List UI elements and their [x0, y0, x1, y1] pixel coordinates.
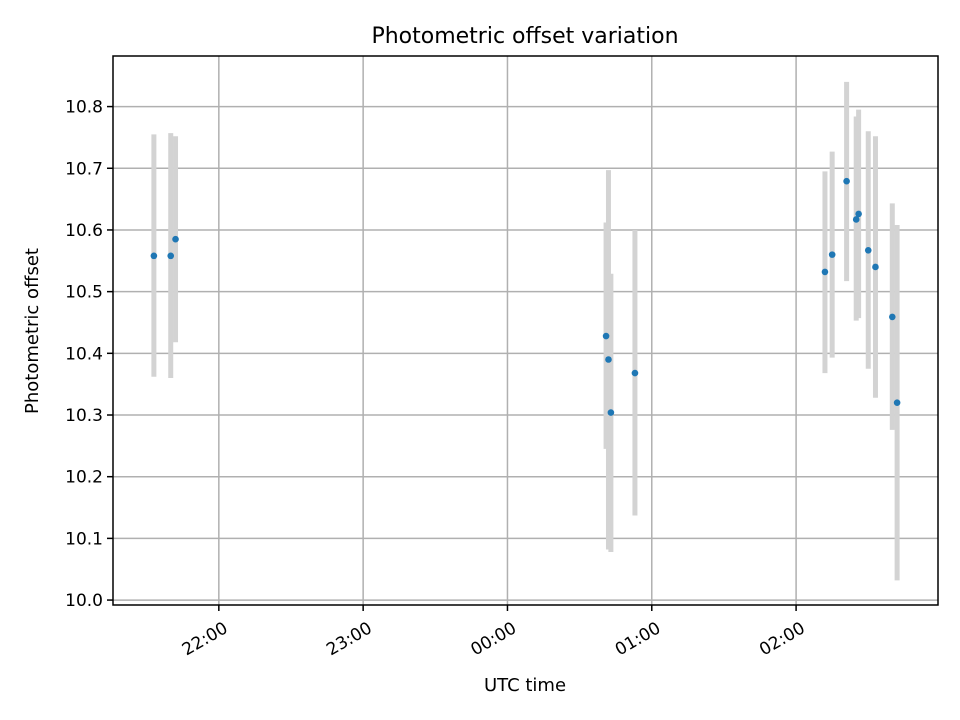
x-tick-label: 02:00 [756, 618, 808, 660]
data-point [172, 235, 179, 243]
data-point [893, 399, 901, 406]
data-point [828, 251, 836, 258]
y-tick-label: 10.6 [65, 221, 103, 241]
grid-layer [113, 56, 938, 605]
chart-title: Photometric offset variation [371, 24, 678, 49]
data-point [889, 313, 896, 321]
x-tick-label: 22:00 [179, 618, 231, 660]
data-point [605, 356, 612, 363]
data-point [150, 252, 158, 260]
plot-frame [112, 55, 939, 606]
data-point [843, 177, 850, 185]
y-tick-label: 10.3 [65, 406, 103, 426]
y-axis-label: Photometric offset [22, 248, 43, 414]
data-point [872, 263, 879, 271]
data-point [607, 409, 615, 416]
data-point [602, 332, 610, 340]
x-axis-label: UTC time [484, 675, 566, 696]
y-tick-label: 10.2 [65, 468, 103, 488]
y-tick-label: 10.8 [65, 98, 103, 118]
data-point [852, 216, 860, 223]
y-tick-label: 10.4 [65, 344, 103, 364]
data-point [864, 247, 872, 254]
data-point [855, 210, 862, 218]
data-point [821, 268, 829, 276]
data-point [167, 252, 175, 260]
x-tick-label: 00:00 [468, 618, 520, 660]
y-tick-label: 10.5 [65, 283, 103, 303]
data-point [631, 369, 639, 377]
x-tick-label: 01:00 [612, 618, 664, 660]
y-tick-label: 10.1 [65, 529, 103, 549]
x-tick-label: 23:00 [323, 618, 375, 660]
error-bar-layer [151, 81, 900, 581]
y-tick-label: 10.0 [65, 591, 103, 611]
y-tick-label: 10.7 [65, 159, 103, 179]
point-layer [150, 177, 901, 416]
